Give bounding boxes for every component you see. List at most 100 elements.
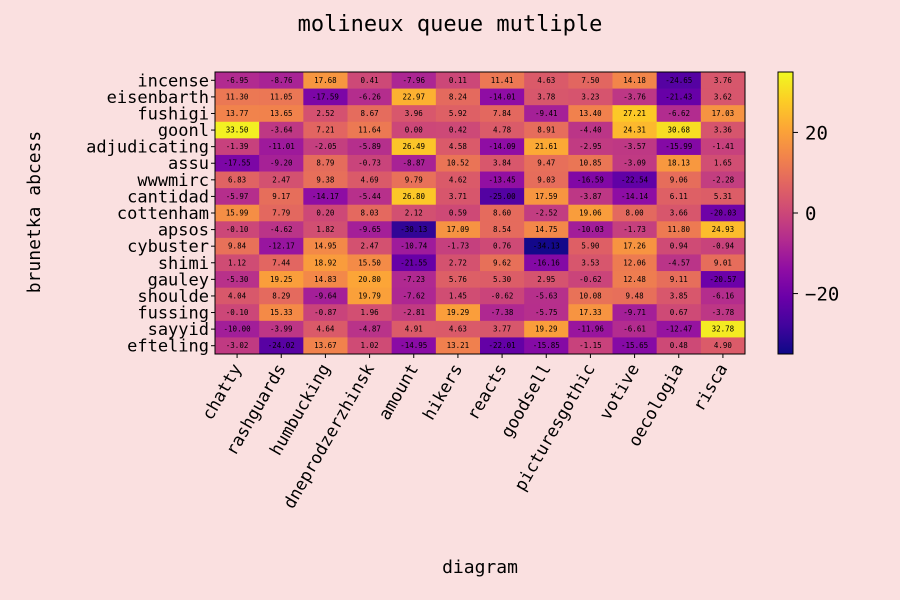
heatmap-cell (480, 154, 525, 172)
cell-value-label: -12.47 (665, 325, 692, 334)
cell-value-label: -1.73 (623, 225, 646, 234)
cell-value-label: 19.29 (447, 308, 470, 317)
heatmap-cell (524, 320, 569, 338)
y-tick-label: wwwmirc (137, 171, 209, 191)
cell-value-label: 2.52 (316, 109, 334, 118)
cell-value-label: 14.18 (623, 76, 646, 85)
cell-value-label: 15.99 (226, 209, 249, 218)
heatmap-cell (480, 88, 525, 106)
heatmap-cell (480, 287, 525, 305)
cell-value-label: 8.24 (449, 92, 468, 101)
heatmap-cell (303, 337, 348, 355)
heatmap-cell (435, 72, 481, 89)
heatmap-cell (435, 221, 481, 239)
heatmap-cell (303, 154, 348, 172)
cell-value-label: 4.69 (361, 175, 379, 184)
heatmap-cell (568, 204, 613, 222)
heatmap-cell (259, 138, 304, 156)
cell-value-label: 9.79 (405, 175, 423, 184)
cell-value-label: -2.28 (712, 175, 735, 184)
heatmap-cell (391, 254, 437, 272)
heatmap-cell (700, 337, 746, 355)
heatmap-cell (259, 171, 304, 189)
heatmap-cells (215, 72, 746, 355)
heatmap-cell (303, 320, 348, 338)
heatmap-cell (347, 287, 393, 305)
cell-value-label: 17.09 (447, 225, 470, 234)
colorbar-gradient (777, 71, 794, 355)
cell-value-label: -8.87 (402, 159, 425, 168)
cell-value-label: 20.80 (358, 275, 381, 284)
heatmap-cell (524, 337, 569, 355)
heatmap-cell (568, 72, 613, 89)
cell-value-label: 7.44 (272, 258, 291, 267)
heatmap-cell (303, 304, 348, 322)
cell-value-label: 24.93 (712, 225, 735, 234)
y-tick-label: eisenbarth (107, 88, 209, 108)
cell-value-label: 2.95 (537, 275, 555, 284)
heatmap-cell (568, 138, 613, 156)
heatmap-cell (435, 287, 481, 305)
heatmap-cell (435, 204, 481, 222)
cell-value-label: -4.62 (270, 225, 293, 234)
heatmap-cell (700, 237, 746, 255)
heatmap-cell (524, 121, 569, 139)
heatmap-cell (480, 337, 525, 355)
colorbar-tick-label: 20 (805, 122, 828, 144)
cell-value-label: -4.40 (579, 126, 602, 135)
y-tick-label: goonl (158, 121, 209, 141)
colorbar-tick-label: 0 (805, 203, 816, 225)
heatmap-cell (391, 138, 437, 156)
cell-value-label: 0.76 (493, 242, 512, 251)
cell-value-label: -4.87 (358, 325, 381, 334)
cell-value-label: -5.30 (226, 275, 249, 284)
cell-value-label: 13.65 (270, 109, 293, 118)
heatmap-cell (391, 154, 437, 172)
cell-value-label: 11.30 (226, 92, 249, 101)
y-tick-label: incense (137, 71, 209, 91)
heatmap-cell (612, 154, 658, 172)
heatmap-cell (259, 271, 304, 289)
heatmap-cell (568, 287, 613, 305)
cell-value-label: 33.50 (226, 126, 249, 135)
cell-value-label: -14.17 (312, 192, 339, 201)
cell-value-label: -17.55 (224, 159, 251, 168)
cell-value-label: 0.67 (670, 308, 688, 317)
heatmap-cell (303, 72, 348, 89)
heatmap-cell (303, 171, 348, 189)
cell-value-label: 3.71 (449, 192, 467, 201)
cell-value-label: 3.77 (493, 325, 511, 334)
heatmap-cell (303, 287, 348, 305)
cell-value-label: -5.44 (358, 192, 381, 201)
cell-value-label: -3.02 (226, 341, 249, 350)
cell-value-label: -0.87 (314, 308, 337, 317)
heatmap-cell (391, 88, 437, 106)
cell-value-label: -24.65 (665, 76, 692, 85)
heatmap-cell (259, 105, 304, 123)
heatmap-cell (259, 154, 304, 172)
heatmap-cell (347, 105, 393, 123)
heatmap-cell (700, 188, 746, 206)
heatmap-cell (215, 254, 260, 272)
heatmap-cell (435, 304, 481, 322)
heatmap-cell (391, 204, 437, 222)
cell-value-label: 7.84 (493, 109, 512, 118)
heatmap-cell (700, 254, 746, 272)
cell-value-label: -7.62 (402, 291, 425, 300)
heatmap-cell (215, 121, 260, 139)
heatmap-cell (215, 72, 260, 89)
heatmap-cell (215, 204, 260, 222)
cell-value-label: 9.62 (493, 258, 511, 267)
cell-value-label: 18.92 (314, 258, 337, 267)
heatmap-cell (656, 204, 702, 222)
heatmap-cell (656, 154, 702, 172)
heatmap-cell (259, 237, 304, 255)
cell-value-label: 15.50 (358, 258, 381, 267)
cell-value-label: 6.83 (228, 175, 246, 184)
cell-value-label: -9.65 (358, 225, 381, 234)
cell-value-label: 14.83 (314, 275, 337, 284)
cell-value-label: 8.03 (361, 209, 379, 218)
y-tick-label: apsos (158, 221, 209, 241)
cell-value-label: -9.71 (623, 308, 646, 317)
heatmap-cell (656, 287, 702, 305)
